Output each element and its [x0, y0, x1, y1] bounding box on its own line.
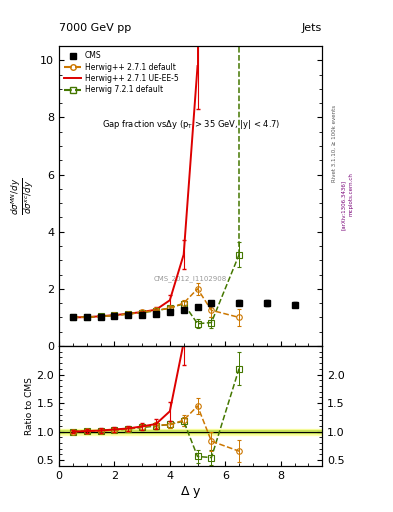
Text: 7000 GeV pp: 7000 GeV pp	[59, 23, 131, 33]
Y-axis label: Ratio to CMS: Ratio to CMS	[24, 377, 33, 435]
Text: Jets: Jets	[302, 23, 322, 33]
Text: CMS_2012_I1102908: CMS_2012_I1102908	[154, 275, 227, 282]
Text: mcplots.cern.ch: mcplots.cern.ch	[349, 173, 354, 217]
Text: [arXiv:1306.3436]: [arXiv:1306.3436]	[341, 180, 346, 230]
X-axis label: $\Delta$ y: $\Delta$ y	[180, 483, 201, 500]
Legend: CMS, Herwig++ 2.7.1 default, Herwig++ 2.7.1 UE-EE-5, Herwig 7.2.1 default: CMS, Herwig++ 2.7.1 default, Herwig++ 2.…	[63, 50, 180, 96]
Text: Rivet 3.1.10, ≥ 100k events: Rivet 3.1.10, ≥ 100k events	[332, 105, 337, 182]
Y-axis label: $\frac{d\sigma^{MN}/dy}{d\sigma^{xc}/dy}$: $\frac{d\sigma^{MN}/dy}{d\sigma^{xc}/dy}…	[9, 177, 36, 215]
Text: Gap fraction vs$\Delta$y (p$_\mathrm{T}$ > 35 GeV, |y| < 4.7): Gap fraction vs$\Delta$y (p$_\mathrm{T}$…	[101, 118, 280, 131]
